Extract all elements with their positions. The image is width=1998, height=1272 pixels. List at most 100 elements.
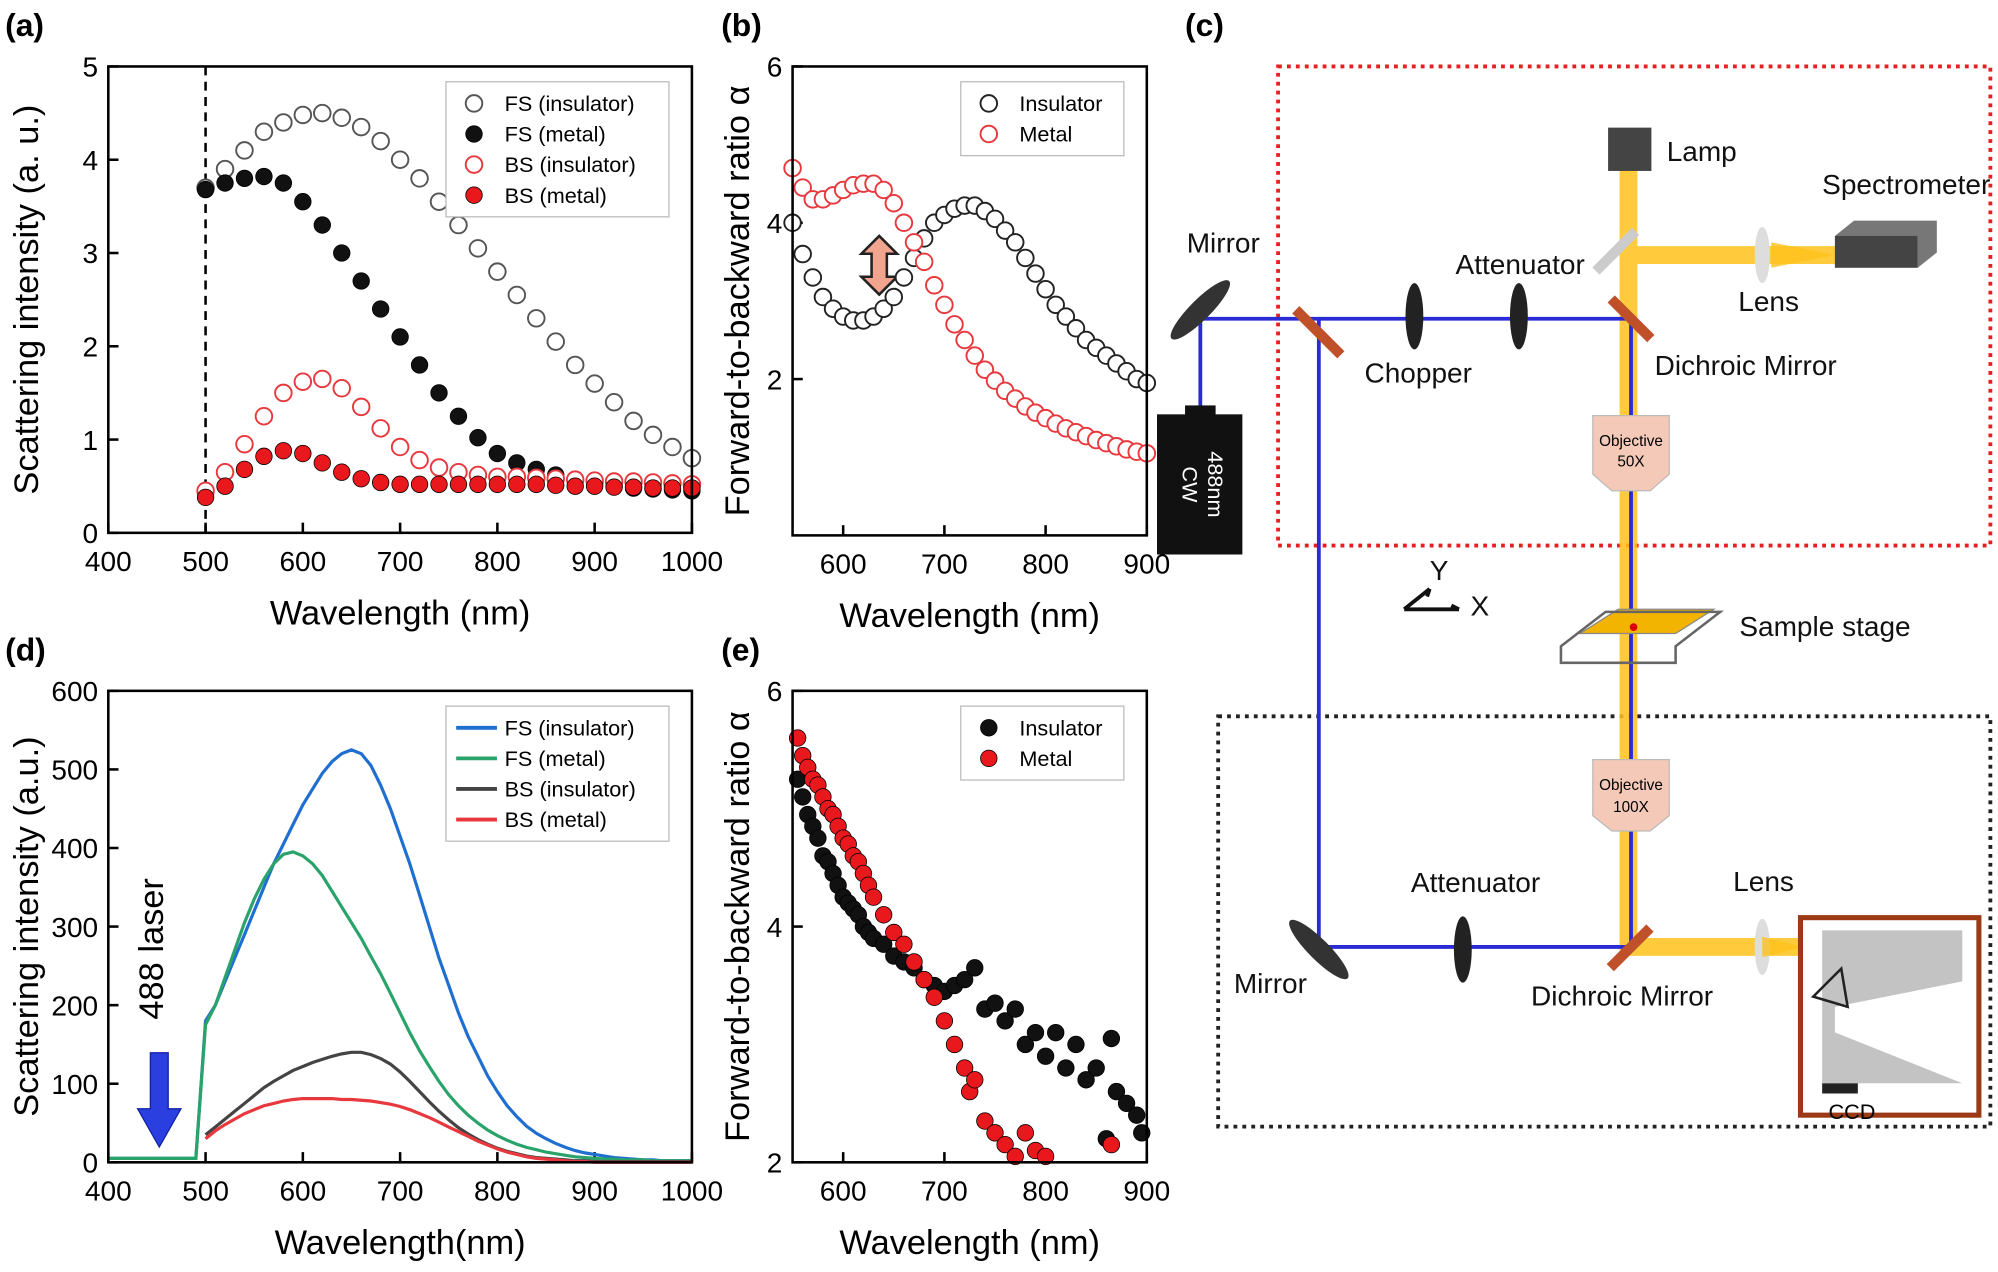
marker — [1026, 1023, 1045, 1042]
x-tick-label: 800 — [474, 546, 521, 577]
marker — [925, 276, 944, 295]
marker — [274, 174, 293, 192]
marker — [624, 478, 643, 496]
marker — [410, 169, 429, 188]
marker — [196, 180, 215, 199]
marker — [391, 475, 409, 493]
marker — [1047, 1023, 1065, 1042]
label: Dichroic Mirror — [1531, 981, 1713, 1012]
marker — [1077, 1071, 1095, 1089]
marker — [585, 374, 604, 393]
marker — [894, 213, 914, 233]
spectrometer-top — [1834, 220, 1937, 268]
marker — [410, 450, 429, 470]
marker — [986, 994, 1004, 1012]
x-axis-label: Wavelength (nm) — [839, 597, 1100, 635]
marker — [429, 458, 449, 477]
marker — [1056, 307, 1076, 326]
marker — [1026, 264, 1045, 283]
label: Objective — [1599, 433, 1663, 450]
label: Objective — [1599, 777, 1663, 794]
x-tick-label: 600 — [820, 1176, 867, 1207]
black-box — [1216, 714, 1993, 1129]
marker — [410, 475, 429, 493]
label: 100X — [1613, 799, 1649, 816]
marker — [410, 356, 429, 374]
marker — [468, 239, 488, 258]
marker — [965, 346, 984, 365]
x-tick-label: 900 — [1123, 549, 1170, 580]
y-axis-label: Forward-to-backward ratio α — [719, 86, 757, 517]
white-beam — [1619, 169, 1844, 956]
marker — [371, 300, 390, 318]
marker — [547, 476, 565, 494]
marker — [884, 287, 904, 307]
marker — [352, 470, 370, 488]
marker — [1036, 1047, 1055, 1065]
legend-box — [960, 81, 1125, 157]
panel-label: (b) — [721, 7, 762, 43]
marker — [449, 475, 468, 493]
x-tick-label: 500 — [182, 546, 229, 577]
y-tick-label: 0 — [83, 518, 99, 549]
x-tick-label: 600 — [279, 1176, 326, 1207]
y-tick-label: 200 — [51, 990, 98, 1021]
marker — [255, 167, 273, 186]
x-tick-label: 900 — [571, 1176, 618, 1207]
marker — [955, 970, 974, 989]
label: Chopper — [1364, 357, 1471, 388]
x-tick-label: 800 — [1022, 549, 1069, 580]
panel-label: (a) — [5, 7, 44, 43]
legend-label: FS (metal) — [505, 122, 606, 147]
plot-frame — [107, 689, 694, 1164]
marker — [1005, 233, 1025, 252]
marker — [1016, 1124, 1035, 1142]
panel-label: (c) — [1185, 7, 1224, 43]
marker — [351, 397, 371, 417]
y-tick-label: 2 — [767, 364, 783, 395]
marker — [1016, 1035, 1035, 1054]
double-arrow — [858, 234, 901, 297]
x-tick-label: 600 — [279, 546, 326, 577]
marker — [809, 829, 827, 847]
marker — [864, 888, 883, 906]
marker — [332, 108, 351, 128]
marker — [469, 429, 487, 447]
marker — [1006, 1147, 1024, 1166]
marker — [371, 131, 390, 151]
marker — [449, 215, 468, 235]
marker — [449, 407, 468, 425]
label: Lens — [1738, 286, 1799, 317]
marker — [235, 460, 254, 479]
x-tick-label: 900 — [1123, 1176, 1170, 1207]
y-axis-label: Scattering intensity (a.u.) — [8, 736, 46, 1116]
marker — [643, 425, 663, 445]
focus-spot — [1629, 623, 1638, 631]
x-tick-label: 800 — [1022, 1176, 1069, 1207]
legend-swatch — [980, 749, 998, 768]
y-tick-label: 400 — [51, 833, 98, 864]
plot-frame — [107, 65, 694, 535]
label: Attenuator — [1456, 249, 1585, 280]
y-tick-label: 2 — [767, 1148, 783, 1179]
marker — [905, 953, 923, 971]
legend-label: BS (metal) — [505, 807, 607, 832]
marker — [235, 434, 254, 454]
lens — [1754, 227, 1770, 284]
marker — [235, 141, 254, 160]
marker — [274, 113, 293, 132]
marker — [1087, 1059, 1105, 1077]
y-tick-label: 6 — [767, 52, 783, 83]
chart-panel: (d) 400 500 600 700 800 900 1000 0 100 200 300 400 50… — [5, 631, 723, 1262]
marker — [527, 475, 545, 493]
panel-label: (e) — [721, 631, 760, 667]
marker — [915, 970, 933, 989]
y-tick-label: 300 — [51, 912, 98, 943]
marker — [955, 330, 974, 350]
series-line — [108, 748, 692, 1163]
marker — [894, 268, 914, 287]
laser-cap — [1185, 405, 1216, 419]
marker — [332, 379, 351, 398]
marker — [488, 262, 507, 281]
y-tick-label: 4 — [83, 145, 99, 176]
